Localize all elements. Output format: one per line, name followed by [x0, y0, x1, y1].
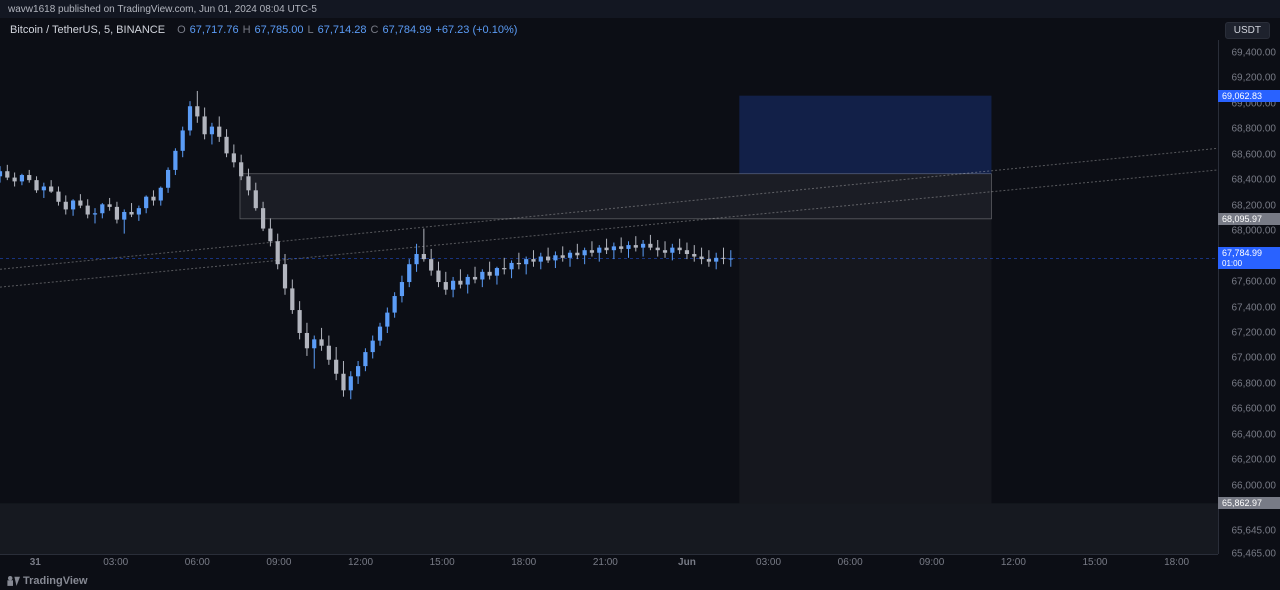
unit-badge[interactable]: USDT — [1225, 22, 1270, 39]
y-tick: 69,200.00 — [1232, 73, 1277, 84]
y-tick: 66,600.00 — [1232, 404, 1277, 415]
ohlc-l-val: 67,714.28 — [318, 24, 367, 36]
y-axis[interactable]: 69,400.0069,200.0069,000.0068,800.0068,6… — [1218, 40, 1280, 554]
y-tick: 68,800.00 — [1232, 124, 1277, 135]
y-tick: 66,800.00 — [1232, 378, 1277, 389]
x-tick: 21:00 — [593, 557, 618, 568]
x-tick: 12:00 — [348, 557, 373, 568]
y-tick: 67,400.00 — [1232, 302, 1277, 313]
y-tick: 69,400.00 — [1232, 47, 1277, 58]
x-tick: 18:00 — [1164, 557, 1189, 568]
symbol-pair: Bitcoin / TetherUS, 5, BINANCE — [10, 24, 165, 36]
x-tick: 12:00 — [1001, 557, 1026, 568]
y-tick: 67,000.00 — [1232, 353, 1277, 364]
y-tick: 68,400.00 — [1232, 175, 1277, 186]
published-text: wavw1618 published on TradingView.com, J… — [8, 4, 317, 15]
ohlc-c-label: C — [371, 24, 379, 36]
x-tick: 03:00 — [756, 557, 781, 568]
ohlc-h-val: 67,785.00 — [255, 24, 304, 36]
x-tick: 09:00 — [919, 557, 944, 568]
x-axis[interactable]: 31 03:00 06:00 09:00 12:00 15:00 18:00 21:00 Jun… — [0, 554, 1218, 572]
ohlc-h-label: H — [243, 24, 251, 36]
tradingview-logo-icon — [6, 574, 20, 588]
y-tick: 68,600.00 — [1232, 149, 1277, 160]
y-tick: 68,000.00 — [1232, 226, 1277, 237]
x-tick: 31 — [30, 557, 41, 568]
x-tick: Jun — [678, 557, 696, 568]
y-tick: 67,600.00 — [1232, 277, 1277, 288]
x-tick: 18:00 — [511, 557, 536, 568]
y-tick: 65,465.00 — [1232, 549, 1277, 560]
price-tag: 67,784.9901:00 — [1218, 247, 1280, 269]
y-tick: 66,000.00 — [1232, 480, 1277, 491]
x-tick: 06:00 — [185, 557, 210, 568]
ohlc-l-label: L — [307, 24, 313, 36]
ohlc-o-val: 67,717.76 — [190, 24, 239, 36]
price-tag: 65,862.97 — [1218, 497, 1280, 509]
x-tick: 15:00 — [430, 557, 455, 568]
ohlc-o-label: O — [177, 24, 186, 36]
y-tick: 68,200.00 — [1232, 200, 1277, 211]
watermark: TradingView — [6, 574, 88, 588]
x-tick: 03:00 — [103, 557, 128, 568]
y-tick: 66,200.00 — [1232, 455, 1277, 466]
x-tick: 06:00 — [838, 557, 863, 568]
price-tag: 68,095.97 — [1218, 213, 1280, 225]
price-tag: 69,062.83 — [1218, 90, 1280, 102]
published-header: wavw1618 published on TradingView.com, J… — [0, 0, 1280, 18]
y-tick: 65,645.00 — [1232, 526, 1277, 537]
chart-container: wavw1618 published on TradingView.com, J… — [0, 0, 1280, 590]
y-tick: 67,200.00 — [1232, 327, 1277, 338]
y-tick: 66,400.00 — [1232, 429, 1277, 440]
ohlc-change: +67.23 (+0.10%) — [435, 24, 517, 36]
symbol-row: Bitcoin / TetherUS, 5, BINANCE O 67,717.… — [10, 24, 517, 36]
x-tick: 09:00 — [266, 557, 291, 568]
candlestick-chart — [0, 40, 1218, 554]
chart-area[interactable] — [0, 40, 1218, 554]
watermark-text: TradingView — [23, 575, 88, 587]
ohlc-c-val: 67,784.99 — [383, 24, 432, 36]
x-tick: 15:00 — [1082, 557, 1107, 568]
